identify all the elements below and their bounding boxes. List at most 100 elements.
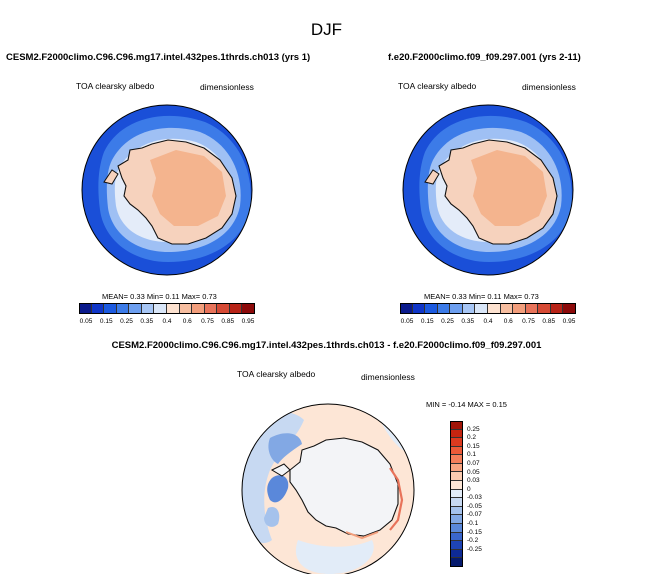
colorbar-tick-label: 0.75 bbox=[201, 318, 214, 325]
colorbar-swatch bbox=[450, 506, 463, 516]
colorbar-swatch bbox=[412, 303, 426, 314]
colorbar-tick-label: 0.07 bbox=[467, 459, 480, 467]
colorbar-swatch bbox=[192, 303, 205, 314]
colorbar-swatch bbox=[525, 303, 539, 314]
colorbar-tick-label: 0.85 bbox=[542, 318, 556, 325]
colorbar-tick-label: 0.1 bbox=[467, 451, 477, 459]
colorbar-swatch bbox=[450, 429, 463, 439]
colorbar-swatch bbox=[129, 303, 142, 314]
left-mean-value: 0.33 bbox=[130, 292, 145, 301]
colorbar-tick-label: 0.15 bbox=[467, 442, 480, 450]
colorbar-swatch bbox=[116, 303, 130, 314]
right-units-label: dimensionless bbox=[522, 82, 576, 92]
diff-stats: MIN = -0.14 MAX = 0.15 bbox=[426, 400, 507, 409]
colorbar-tick-label: 0.4 bbox=[483, 318, 493, 325]
colorbar-swatch bbox=[217, 303, 230, 314]
colorbar-tick-label: 0.6 bbox=[182, 318, 192, 325]
left-min-value: 0.11 bbox=[165, 292, 180, 301]
colorbar-swatch bbox=[550, 303, 564, 314]
colorbar-tick-label: 0.05 bbox=[467, 468, 480, 476]
diff-units-label: dimensionless bbox=[361, 372, 415, 382]
colorbar-swatch bbox=[91, 303, 105, 314]
colorbar-tick-label: 0.95 bbox=[562, 318, 576, 325]
colorbar-swatch bbox=[166, 303, 180, 314]
colorbar-swatch bbox=[450, 472, 463, 482]
right-colorbar-frame bbox=[400, 303, 576, 314]
colorbar-tick-label: 0.05 bbox=[400, 318, 414, 325]
colorbar-tick-label: 0.25 bbox=[467, 425, 480, 433]
colorbar-swatch bbox=[450, 481, 463, 490]
right-mean-value: 0.33 bbox=[452, 292, 467, 301]
colorbar-swatch bbox=[450, 532, 463, 542]
colorbar-swatch bbox=[450, 463, 463, 473]
colorbar-swatch bbox=[450, 489, 463, 499]
right-min-value: 0.11 bbox=[487, 292, 502, 301]
colorbar-tick-label: 0.35 bbox=[461, 318, 475, 325]
right-mean-label: MEAN= bbox=[424, 292, 451, 301]
colorbar-swatch bbox=[450, 455, 463, 464]
diff-max-value: 0.15 bbox=[492, 400, 507, 409]
colorbar-swatch bbox=[513, 303, 526, 314]
colorbar-swatch bbox=[437, 303, 451, 314]
colorbar-tick-label: -0.1 bbox=[467, 520, 479, 528]
colorbar-swatch bbox=[462, 303, 476, 314]
colorbar-tick-label: 0.03 bbox=[467, 477, 480, 485]
colorbar-swatch bbox=[425, 303, 438, 314]
left-min-label: Min= bbox=[146, 292, 164, 301]
colorbar-tick-label: 0.85 bbox=[221, 318, 235, 325]
colorbar-tick-label: 0.95 bbox=[241, 318, 255, 325]
right-max-label: Max= bbox=[503, 292, 523, 301]
colorbar-tick-label: 0.75 bbox=[522, 318, 535, 325]
diff-colorbar bbox=[450, 421, 463, 567]
colorbar-swatch bbox=[450, 421, 463, 430]
diff-panel-title: CESM2.F2000climo.C96.C96.mg17.intel.432p… bbox=[111, 340, 542, 351]
left-mean-label: MEAN= bbox=[102, 292, 129, 301]
left-variable-label: TOA clearsky albedo bbox=[76, 81, 155, 91]
colorbar-swatch bbox=[500, 303, 514, 314]
colorbar-tick-label: -0.15 bbox=[467, 528, 482, 536]
colorbar-tick-label: -0.25 bbox=[467, 545, 482, 553]
colorbar-tick-label: 0.25 bbox=[441, 318, 454, 325]
colorbar-swatch bbox=[487, 303, 501, 314]
right-max-value: 0.73 bbox=[524, 292, 539, 301]
left-colorbar bbox=[79, 303, 255, 314]
colorbar-tick-label: -0.03 bbox=[467, 494, 482, 502]
right-panel-title: f.e20.F2000climo.f09_f09.297.001 (yrs 2-… bbox=[388, 52, 581, 63]
diff-colorbar-frame bbox=[450, 421, 463, 567]
right-colorbar bbox=[400, 303, 576, 314]
diff-min-value: -0.14 bbox=[448, 400, 466, 409]
colorbar-tick-label: 0.25 bbox=[120, 318, 133, 325]
colorbar-tick-label: -0.07 bbox=[467, 511, 482, 519]
colorbar-tick-label: 0.05 bbox=[79, 318, 93, 325]
colorbar-swatch bbox=[450, 438, 463, 447]
colorbar-swatch bbox=[104, 303, 117, 314]
colorbar-swatch bbox=[79, 303, 92, 314]
colorbar-swatch bbox=[450, 515, 463, 524]
colorbar-swatch bbox=[563, 303, 576, 314]
colorbar-tick-label: 0 bbox=[467, 485, 471, 493]
colorbar-swatch bbox=[400, 303, 413, 314]
colorbar-swatch bbox=[242, 303, 255, 314]
colorbar-swatch bbox=[141, 303, 155, 314]
diff-min-label: MIN = bbox=[426, 400, 447, 409]
left-colorbar-frame bbox=[79, 303, 255, 314]
colorbar-swatch bbox=[450, 446, 463, 456]
left-max-value: 0.73 bbox=[202, 292, 217, 301]
colorbar-tick-label: -0.05 bbox=[467, 502, 482, 510]
right-variable-label: TOA clearsky albedo bbox=[398, 81, 477, 91]
colorbar-tick-label: 0.6 bbox=[503, 318, 513, 325]
right-min-label: Min= bbox=[468, 292, 486, 301]
left-stats: MEAN= 0.33 Min= 0.11 Max= 0.73 bbox=[102, 292, 217, 301]
colorbar-tick-label: 0.4 bbox=[162, 318, 172, 325]
colorbar-tick-label: 0.15 bbox=[420, 318, 434, 325]
colorbar-swatch bbox=[450, 303, 463, 314]
left-max-label: Max= bbox=[181, 292, 201, 301]
diff-max-label: MAX = bbox=[467, 400, 491, 409]
colorbar-tick-label: 0.35 bbox=[140, 318, 154, 325]
right-stats: MEAN= 0.33 Min= 0.11 Max= 0.73 bbox=[424, 292, 539, 301]
colorbar-swatch bbox=[204, 303, 218, 314]
colorbar-tick-label: 0.15 bbox=[99, 318, 113, 325]
